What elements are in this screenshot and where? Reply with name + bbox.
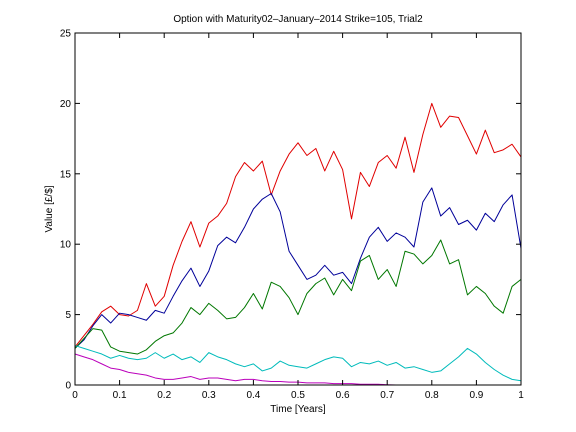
series-line-cyan: [74, 345, 522, 382]
y-axis-label: Value [£/$]: [44, 185, 55, 232]
y-tick-label: 25: [60, 29, 72, 40]
x-tick-label: 0.4: [246, 390, 260, 401]
y-tick-label: 15: [60, 169, 72, 180]
x-tick-label: 0.6: [336, 390, 350, 401]
x-tick-label: 1: [518, 390, 524, 401]
x-tick-label: 0: [72, 390, 78, 401]
x-tick-label: 0.5: [291, 390, 305, 401]
y-tick-label: 20: [60, 99, 72, 110]
series-line-red: [74, 102, 522, 348]
x-tick-label: 0.3: [202, 390, 216, 401]
x-tick-label: 0.2: [157, 390, 171, 401]
y-tick-label: 5: [65, 310, 71, 321]
series-line-green: [74, 239, 522, 355]
x-tick-label: 0.7: [380, 390, 394, 401]
x-axis-label: Time [Years]: [270, 404, 326, 415]
series-layer: [74, 102, 522, 386]
x-tick-label: 0.1: [113, 390, 127, 401]
chart-title: Option with Maturity02–January–2014 Stri…: [173, 14, 423, 25]
series-line-blue: [74, 187, 522, 349]
x-tick-label: 0.9: [469, 390, 483, 401]
y-tick-label: 10: [60, 240, 72, 251]
x-axis-ticks: 0 0.1 0.2 0.3 0.4 0.5 0.6 0.7 0.8 0.9 1: [72, 33, 524, 401]
y-axis-ticks: 0 5 10 15 20 25: [60, 29, 521, 392]
x-tick-label: 0.8: [425, 390, 439, 401]
y-tick-label: 0: [65, 381, 71, 392]
